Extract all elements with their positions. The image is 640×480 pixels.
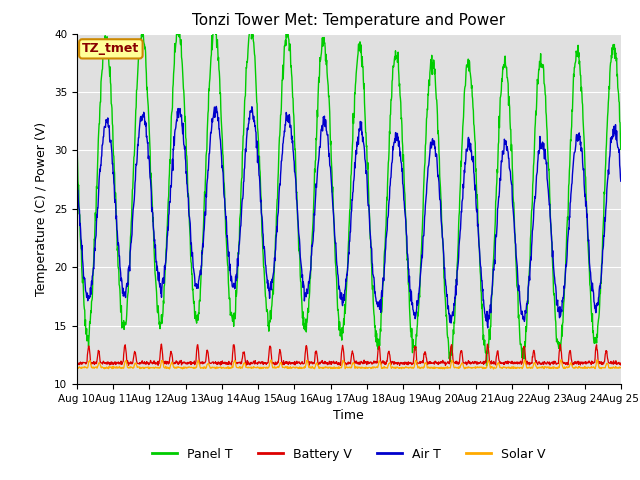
X-axis label: Time: Time [333,409,364,422]
Line: Panel T: Panel T [77,20,621,366]
Solar V [255,364,262,370]
Battery V [157,341,165,347]
Battery V [434,360,442,366]
Air T [484,325,492,331]
Air T [194,284,202,290]
Air T [434,166,442,171]
Battery V [255,360,263,365]
Solar V [617,365,625,371]
Battery V [505,360,513,365]
Legend: Panel T, Battery V, Air T, Solar V: Panel T, Battery V, Air T, Solar V [147,443,550,466]
Solar V [194,359,202,364]
Panel T [180,105,188,111]
Y-axis label: Temperature (C) / Power (V): Temperature (C) / Power (V) [35,122,48,296]
Air T [617,178,625,184]
Battery V [195,345,202,351]
Battery V [617,360,625,366]
Solar V [490,366,497,372]
Panel T [553,337,561,343]
Solar V [73,365,81,371]
Air T [255,172,263,178]
Panel T [483,363,490,369]
Battery V [553,360,561,366]
Title: Tonzi Tower Met: Temperature and Power: Tonzi Tower Met: Temperature and Power [192,13,506,28]
Air T [505,156,513,161]
Solar V [557,357,565,362]
Battery V [442,362,449,368]
Text: TZ_tmet: TZ_tmet [82,42,140,55]
Air T [180,146,188,152]
Solar V [433,365,441,371]
Battery V [181,360,189,365]
Air T [73,180,81,186]
Line: Solar V: Solar V [77,360,621,369]
Panel T [434,112,442,118]
Solar V [505,365,513,371]
Panel T [211,17,219,23]
Battery V [73,359,81,365]
Air T [553,302,561,308]
Panel T [505,94,513,99]
Solar V [180,364,188,370]
Line: Battery V: Battery V [77,344,621,365]
Line: Air T: Air T [77,107,621,328]
Panel T [73,148,81,154]
Air T [212,104,220,109]
Panel T [194,317,202,323]
Panel T [255,162,263,168]
Panel T [617,146,625,152]
Solar V [553,365,561,371]
